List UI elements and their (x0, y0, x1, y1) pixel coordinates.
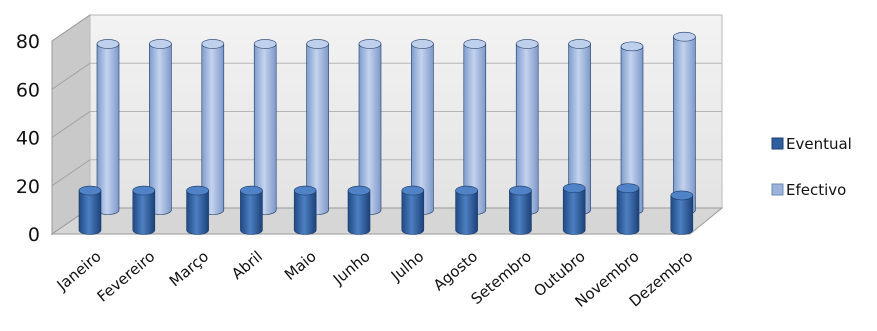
x-tick-label-agosto: Agosto (430, 247, 481, 294)
bar-efectivo-novembro (620, 41, 644, 215)
bar-eventual-fevereiro (132, 185, 156, 235)
bar-efectivo-janeiro (96, 39, 120, 215)
bar-efectivo-dezembro (673, 31, 696, 215)
x-tick-label-junho: Junho (329, 247, 374, 289)
x-tick-label-janeiro: Janeiro (53, 247, 105, 295)
bars (78, 31, 696, 235)
legend: Eventual Efectivo (771, 135, 852, 199)
legend-swatch-efectivo (771, 183, 784, 196)
x-tick-label-marco: Março (166, 247, 212, 290)
x-tick-label-maio: Maio (281, 247, 320, 284)
bar-eventual-julho (401, 185, 425, 235)
gridlines (51, 14, 722, 187)
y-axis-ticks: 0 20 40 60 80 (16, 31, 40, 246)
y-tick-label: 80 (16, 31, 40, 53)
x-tick-label-abril: Abril (228, 247, 266, 283)
legend-item-eventual: Eventual (771, 135, 852, 153)
y-tick-label: 40 (16, 128, 40, 150)
x-tick-label-julho: Julho (387, 247, 428, 285)
y-tick-label: 20 (16, 176, 40, 198)
bar-eventual-maio (293, 185, 317, 235)
x-tick-label-setembro: Setembro (467, 247, 535, 308)
y-tick-label: 0 (28, 224, 40, 246)
bar-efectivo-outubro (568, 39, 591, 215)
legend-label-efectivo: Efectivo (786, 181, 846, 199)
bar-eventual-marco (186, 185, 209, 235)
gridline-side (51, 62, 91, 90)
bar-efectivo-fevereiro (149, 39, 172, 215)
x-tick-label-fevereiro: Fevereiro (94, 247, 159, 305)
legend-swatch-eventual (771, 137, 784, 150)
floor (50, 207, 724, 235)
legend-label-eventual: Eventual (786, 135, 852, 153)
bar-efectivo-marco (201, 39, 225, 215)
bar-eventual-janeiro (78, 185, 102, 235)
plot-area (50, 14, 724, 235)
bar-eventual-agosto (455, 185, 478, 235)
bar-eventual-dezembro (670, 190, 694, 235)
bar-efectivo-agosto (463, 39, 487, 215)
bar-eventual-junho (347, 185, 371, 235)
bar-eventual-novembro (616, 183, 640, 235)
bar-eventual-outubro (562, 183, 586, 235)
y-tick-label: 60 (16, 79, 40, 101)
bar-eventual-setembro (509, 185, 532, 235)
bar-eventual-abril (240, 185, 263, 235)
legend-item-efectivo: Efectivo (771, 181, 846, 199)
gridline-side (51, 14, 91, 42)
gridline-side (51, 111, 91, 138)
gridline-side (51, 159, 91, 187)
